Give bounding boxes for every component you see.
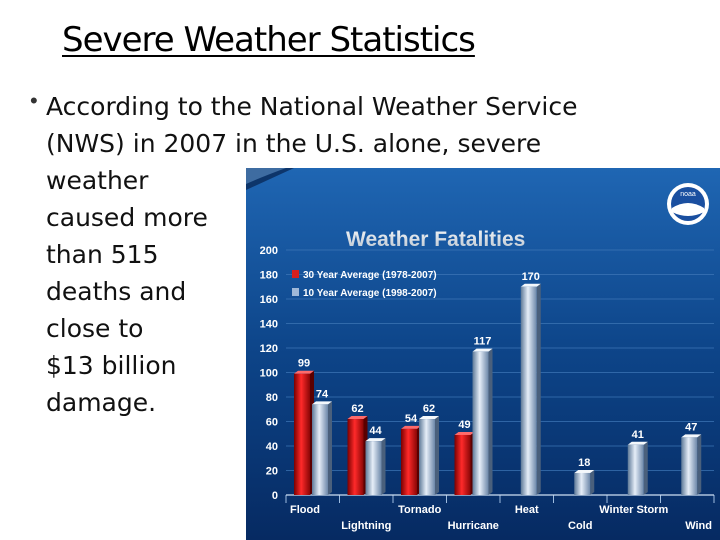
- data-label: 74: [316, 388, 329, 400]
- weather-fatalities-chart: noaa Weather Fatalities 0 20 40 60 80 100 120 1…: [246, 168, 720, 540]
- bar-top: [365, 438, 386, 442]
- logo-text: noaa: [680, 191, 696, 198]
- bar: [681, 437, 698, 495]
- bullet-line: deaths and: [46, 277, 187, 306]
- plot-area: 0 20 40 60 80 100 120 140 160 180 200 99 62 54 49 74 44 6…: [260, 245, 715, 532]
- legend-swatch: [292, 270, 299, 278]
- y-tick-label: 120: [260, 343, 278, 355]
- y-tick-label: 20: [266, 466, 278, 478]
- bar-side: [328, 401, 332, 495]
- bullet-line: According to the National Weather Servic…: [46, 92, 578, 121]
- bar-top: [454, 431, 475, 435]
- noaa-logo-icon: noaa: [667, 183, 709, 225]
- corner-swoosh-highlight: [246, 168, 286, 184]
- x-tick-label: Winter Storm: [599, 504, 668, 516]
- bar-side: [536, 283, 541, 495]
- x-tick-label: Tornado: [398, 504, 441, 516]
- x-tick-label: Heat: [515, 504, 539, 516]
- legend-label: 30 Year Average (1978-2007): [303, 270, 437, 281]
- bar: [574, 472, 591, 495]
- bar-top: [347, 416, 368, 420]
- bar-top: [681, 434, 702, 438]
- x-tick-label: Cold: [568, 520, 592, 532]
- x-tick-label: Lightning: [341, 520, 391, 532]
- y-tick-label: 200: [260, 245, 278, 257]
- y-tick-label: 0: [272, 490, 278, 502]
- data-label: 47: [685, 421, 697, 433]
- data-label: 117: [474, 336, 492, 348]
- bullet-line: weather: [46, 166, 149, 195]
- bar-side: [697, 434, 702, 495]
- data-label: 99: [298, 358, 310, 370]
- bar: [454, 434, 471, 495]
- bar-top: [294, 370, 314, 374]
- bar-side: [488, 348, 493, 495]
- bullet-line: close to: [46, 314, 144, 343]
- x-tick-label: Hurricane: [448, 520, 499, 532]
- bar: [347, 419, 364, 495]
- y-tick-label: 40: [266, 441, 278, 453]
- data-label: 170: [522, 271, 540, 283]
- bar-top: [312, 401, 332, 405]
- bar-top: [574, 469, 595, 473]
- bar-side: [435, 416, 439, 495]
- bar-top: [419, 416, 439, 420]
- x-tick-label: Wind: [685, 520, 712, 532]
- bar: [312, 404, 328, 495]
- bullet-line: caused more: [46, 203, 208, 232]
- bullet-line: (NWS) in 2007 in the U.S. alone, severe: [46, 129, 542, 158]
- data-label: 62: [351, 403, 363, 415]
- y-tick-label: 180: [260, 270, 278, 282]
- legend-swatch: [292, 288, 299, 296]
- bar-side: [590, 469, 595, 495]
- legend-label: 10 Year Average (1998-2007): [303, 288, 437, 299]
- data-label: 41: [632, 429, 644, 441]
- data-label: 49: [458, 419, 470, 431]
- bar: [365, 441, 382, 495]
- data-label: 54: [405, 413, 418, 425]
- bar: [627, 444, 644, 495]
- bar: [419, 419, 435, 495]
- bar: [520, 286, 537, 495]
- data-label: 44: [369, 425, 382, 437]
- data-label: 18: [578, 457, 590, 469]
- bar: [472, 351, 489, 495]
- y-tick-label: 80: [266, 392, 278, 404]
- bullet-line: than 515: [46, 240, 159, 269]
- bar-top: [627, 441, 648, 445]
- bar: [401, 428, 417, 495]
- bar-side: [381, 438, 386, 495]
- bar-top: [401, 425, 421, 429]
- bullet-dot-icon: •: [30, 88, 38, 113]
- bar: [294, 373, 310, 495]
- bar-side: [643, 441, 648, 495]
- y-tick-label: 60: [266, 417, 278, 429]
- y-tick-label: 140: [260, 319, 278, 331]
- bullet-text: According to the National Weather Servic…: [46, 88, 578, 421]
- bar-top: [520, 283, 541, 287]
- bar-top: [472, 348, 493, 352]
- bullet-line: damage.: [46, 388, 157, 417]
- y-tick-label: 100: [260, 368, 278, 380]
- x-tick-label: Flood: [290, 504, 320, 516]
- slide-title: Severe Weather Statistics: [62, 20, 476, 60]
- y-tick-label: 160: [260, 294, 278, 306]
- chart-title: Weather Fatalities: [346, 228, 525, 251]
- bullet-line: $13 billion: [46, 351, 177, 380]
- data-label: 62: [423, 403, 435, 415]
